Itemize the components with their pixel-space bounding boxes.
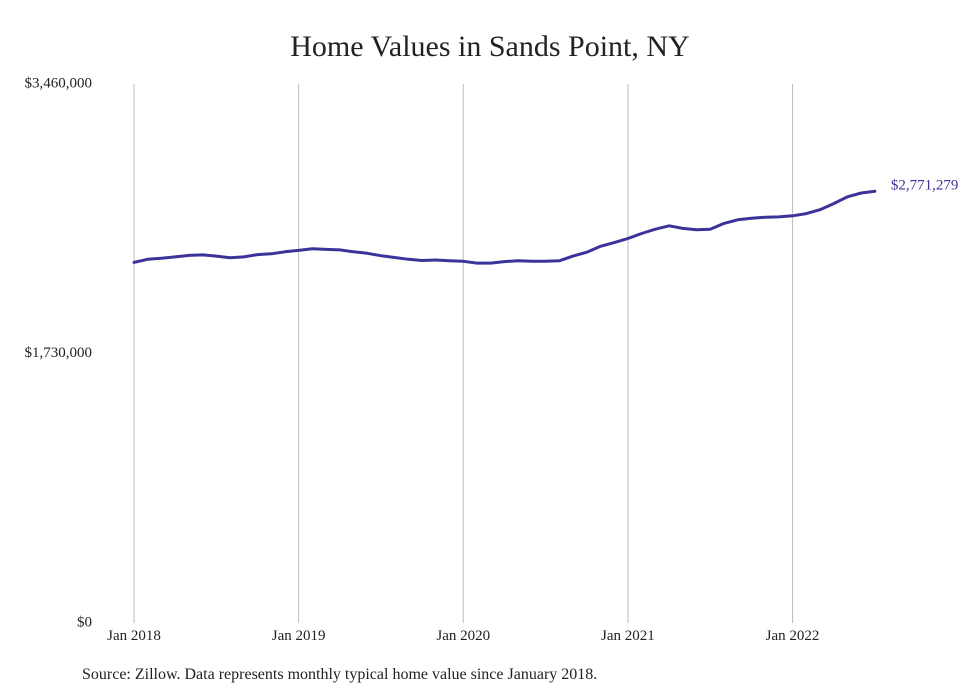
source-note: Source: Zillow. Data represents monthly … — [82, 666, 598, 683]
y-tick-label: $3,460,000 — [25, 75, 93, 91]
x-tick-label: Jan 2018 — [107, 628, 161, 644]
x-tick-label: Jan 2020 — [436, 628, 490, 644]
x-tick-label: Jan 2019 — [272, 628, 326, 644]
x-tick-label: Jan 2022 — [766, 628, 820, 644]
x-tick-label: Jan 2021 — [601, 628, 655, 644]
chart-title: Home Values in Sands Point, NY — [290, 30, 690, 63]
x-axis-ticks: Jan 2018 Jan 2019 Jan 2020 Jan 2021 Jan 2022 — [107, 628, 819, 644]
series-line-home-value — [132, 189, 877, 265]
y-axis-ticks: $3,460,000 $1,730,000 $0 — [25, 75, 93, 630]
gridlines — [133, 84, 794, 623]
y-tick-label: $1,730,000 — [25, 345, 93, 361]
y-tick-label: $0 — [77, 614, 92, 630]
end-value-label: $2,771,279 — [891, 178, 959, 194]
